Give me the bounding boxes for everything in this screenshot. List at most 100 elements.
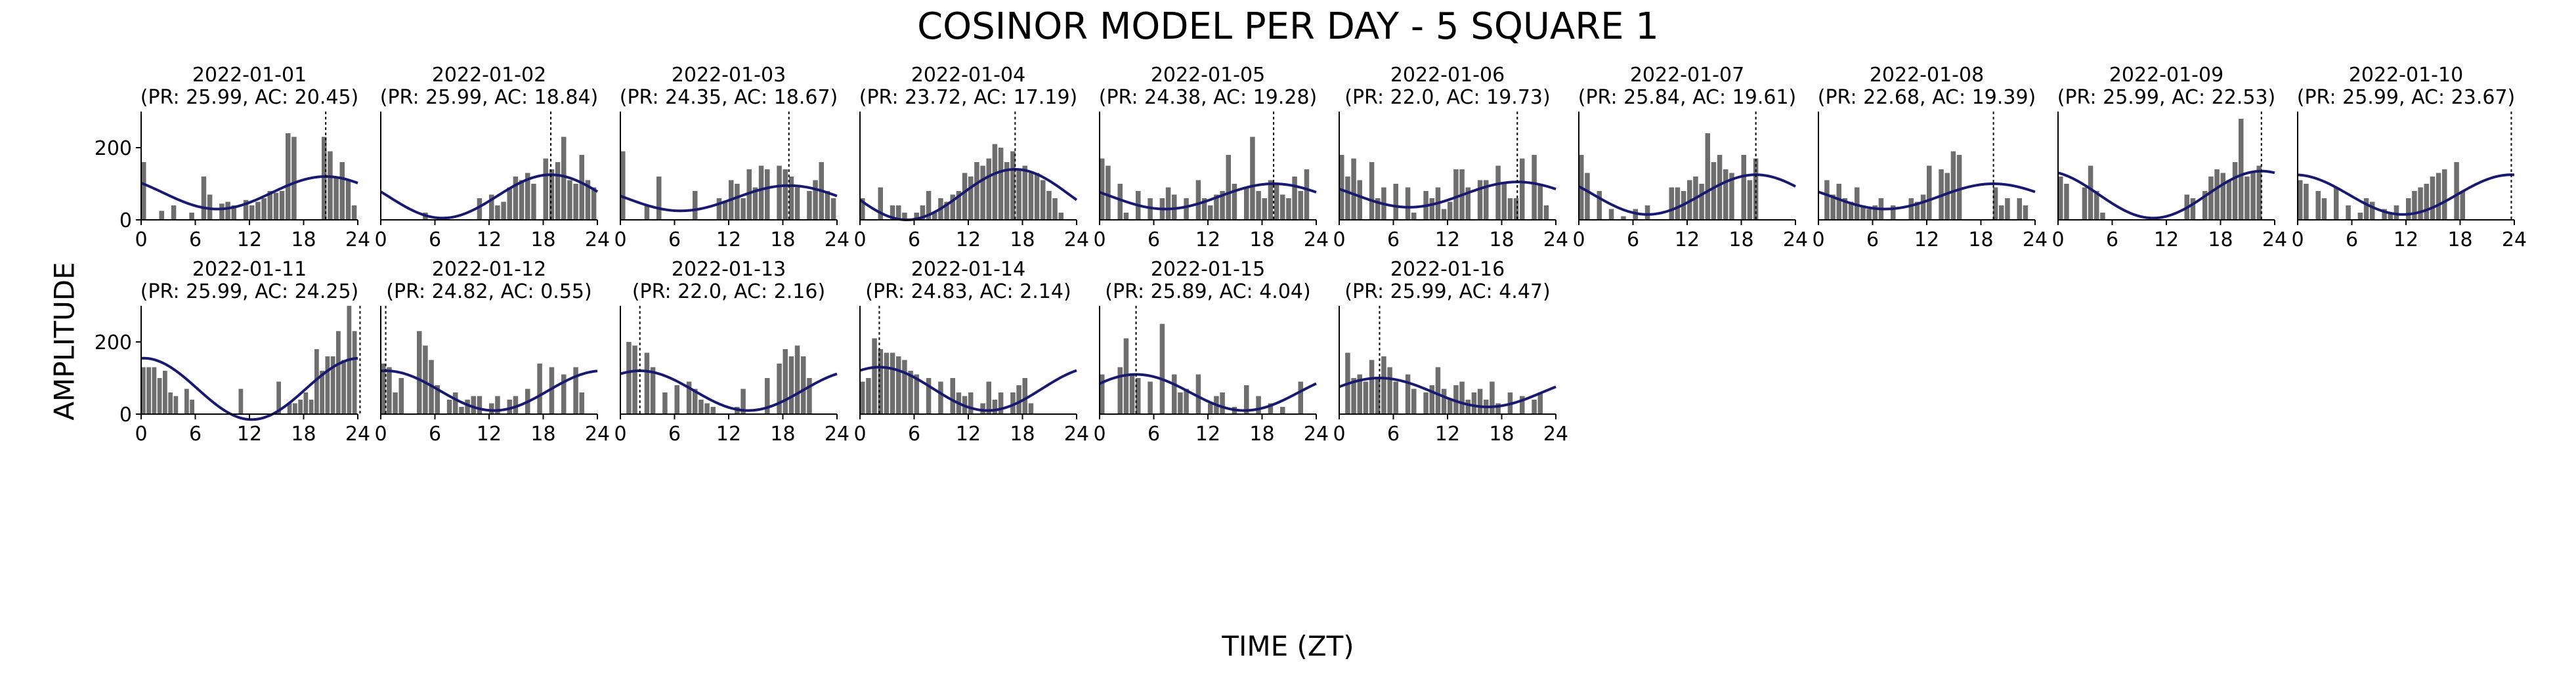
bar xyxy=(1268,180,1274,220)
bar xyxy=(980,403,985,414)
bar xyxy=(325,356,330,414)
bar xyxy=(190,400,195,414)
bar xyxy=(1010,392,1016,414)
bar xyxy=(1339,155,1344,220)
bar xyxy=(1490,381,1495,414)
x-tick-label: 12 xyxy=(1195,228,1220,251)
bar xyxy=(986,381,992,414)
bar xyxy=(1543,205,1549,220)
bar xyxy=(2454,162,2459,220)
subplot-subtitle: (PR: 23.72, AC: 17.19) xyxy=(859,86,1078,109)
bar xyxy=(1304,169,1310,220)
bar xyxy=(146,367,152,414)
bar xyxy=(1172,374,1177,414)
x-tick-label: 6 xyxy=(429,423,441,446)
bar xyxy=(950,378,956,414)
bar xyxy=(2005,198,2010,220)
bar xyxy=(1369,360,1375,414)
subplot-date: 2022-01-02 xyxy=(432,64,546,87)
bar xyxy=(758,165,764,220)
cosinor-fit-line xyxy=(859,167,1078,222)
bar xyxy=(830,198,836,220)
bar xyxy=(207,194,213,220)
bar xyxy=(501,201,506,220)
bar xyxy=(1357,374,1363,414)
subplot-2022-01-12: 0 6 12 18 24 2022-01-12(PR: 24.82, AC: 0.55) xyxy=(374,258,610,446)
bar xyxy=(735,184,740,220)
bar xyxy=(339,162,345,220)
x-tick-label: 18 xyxy=(1728,228,1753,251)
bar xyxy=(1041,180,1046,220)
x-tick-label: 24 xyxy=(825,228,849,251)
x-tick-label: 18 xyxy=(2447,228,2472,251)
bar xyxy=(314,349,319,414)
bar xyxy=(1429,385,1435,414)
x-tick-label: 18 xyxy=(1010,228,1035,251)
bar xyxy=(968,392,974,414)
bar xyxy=(1830,194,1835,220)
x-tick-label: 6 xyxy=(1148,228,1160,251)
bar xyxy=(273,192,279,220)
bar xyxy=(1226,155,1232,220)
x-tick-label: 6 xyxy=(189,228,202,251)
cosinor-fit-line xyxy=(380,369,598,412)
x-tick-label: 0 xyxy=(1093,228,1106,251)
bar xyxy=(1256,191,1261,220)
bar xyxy=(2394,205,2399,220)
subplot-2022-01-14: 0 6 12 18 24 2022-01-14(PR: 24.83, AC: 2.14) xyxy=(853,258,1089,446)
x-tick-label: 12 xyxy=(716,228,741,251)
bar xyxy=(1028,403,1034,414)
bar xyxy=(219,203,225,220)
bar xyxy=(788,356,794,414)
bar xyxy=(807,378,812,414)
bar xyxy=(1411,389,1417,414)
bar xyxy=(1621,216,1626,220)
subplot-date: 2022-01-16 xyxy=(1390,258,1505,281)
bar xyxy=(1195,180,1201,220)
bar xyxy=(1357,180,1363,220)
bar xyxy=(2382,209,2387,220)
bar xyxy=(249,205,255,220)
bar xyxy=(1741,155,1747,220)
bar xyxy=(1016,169,1021,220)
x-tick-label: 12 xyxy=(237,228,262,251)
bar xyxy=(1022,378,1028,414)
bar xyxy=(2424,184,2430,220)
bar xyxy=(157,378,162,414)
bar xyxy=(549,367,555,414)
bar xyxy=(1513,198,1519,220)
x-tick-label: 0 xyxy=(614,423,626,446)
bar xyxy=(1375,198,1381,220)
x-tick-label: 6 xyxy=(668,423,681,446)
bar xyxy=(1129,374,1135,414)
subplot-subtitle: (PR: 25.84, AC: 19.61) xyxy=(1578,86,1797,109)
x-tick-label: 0 xyxy=(374,423,387,446)
bar xyxy=(446,400,452,414)
bar xyxy=(276,381,282,414)
bar xyxy=(1268,403,1274,414)
x-tick-label: 24 xyxy=(345,423,370,446)
x-tick-label: 18 xyxy=(1489,423,1514,446)
bar xyxy=(1705,133,1711,220)
bar xyxy=(1250,137,1255,220)
bar xyxy=(908,371,913,414)
bar xyxy=(1393,184,1399,220)
bar xyxy=(783,349,788,414)
bar xyxy=(890,205,895,220)
subplot-2022-01-03: 0 6 12 18 24 2022-01-03(PR: 24.35, AC: 18.67) xyxy=(614,64,849,251)
bar xyxy=(1507,198,1513,220)
bar xyxy=(992,144,998,220)
bar xyxy=(890,352,895,414)
bar xyxy=(1842,198,1848,220)
bar xyxy=(1148,381,1153,414)
bar xyxy=(686,381,692,414)
bar xyxy=(1405,187,1411,220)
bar xyxy=(495,205,500,220)
bar xyxy=(398,378,404,414)
bar xyxy=(710,407,716,414)
bar xyxy=(1753,158,1759,220)
bar xyxy=(1836,184,1842,220)
bar xyxy=(956,191,962,220)
bar xyxy=(765,169,770,220)
x-tick-label: 6 xyxy=(1387,423,1400,446)
